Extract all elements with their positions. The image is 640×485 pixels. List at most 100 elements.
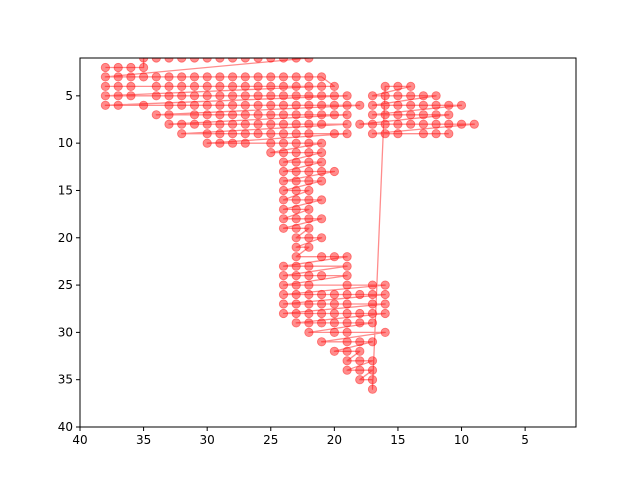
data-point [100,81,111,92]
data-point [304,157,314,167]
data-point [316,233,327,243]
data-point [291,100,301,110]
data-point [342,299,352,309]
data-point [177,129,187,139]
data-point [329,166,339,177]
data-point [151,91,161,101]
data-point [189,58,200,63]
y-tick-label: 5 [65,89,73,103]
data-point [304,204,314,214]
data-point [266,119,276,129]
data-point [367,299,378,309]
data-point [291,72,301,82]
data-point [266,110,276,120]
data-point [304,195,314,205]
data-point [253,72,263,82]
data-point [164,58,174,63]
data-point [355,356,365,366]
data-point [304,289,314,300]
data-point [342,327,352,337]
data-point [367,318,378,328]
data-point [469,119,479,129]
data-point [342,119,352,129]
data-point [228,119,238,129]
data-point [380,91,390,101]
data-point [291,110,301,120]
data-point [329,252,339,262]
y-tick-label: 40 [58,420,73,434]
data-point [355,100,365,110]
data-point [367,110,378,120]
data-point [367,365,378,375]
data-point [228,110,238,120]
data-point [304,81,314,92]
data-point [304,299,314,309]
data-point [342,346,352,356]
data-point [342,110,352,120]
data-point [202,129,212,139]
data-point [291,129,301,139]
data-point [266,148,276,158]
data-point [278,100,289,110]
data-point [228,91,238,101]
data-point [202,138,212,148]
data-point [291,148,301,158]
data-point [431,100,441,110]
data-point [189,72,200,82]
data-point [215,91,225,101]
data-point [304,58,314,63]
data-point [266,138,276,148]
data-point [329,318,339,328]
x-tick-label: 20 [327,433,342,447]
data-point [380,299,390,309]
data-point [278,308,289,319]
data-point [228,100,238,110]
y-tick-label: 10 [58,136,73,150]
data-point [329,327,339,337]
y-tick-label: 35 [58,373,73,387]
data-point [380,308,390,319]
data-point [367,280,378,290]
data-point [278,195,289,205]
data-point [304,119,314,129]
data-point [100,100,111,110]
data-point [215,58,225,63]
data-point [202,72,212,82]
data-point [278,138,289,148]
data-point [316,308,327,319]
data-point [278,166,289,177]
x-tick-label: 35 [136,433,151,447]
data-point [278,280,289,290]
data-point [291,58,301,63]
data-point [113,100,123,110]
data-point [380,327,390,337]
data-point [228,129,238,139]
data-point [202,119,212,129]
data-point [164,119,174,129]
data-point [380,129,390,139]
data-point [278,91,289,101]
data-point [304,185,314,196]
data-point [316,289,327,300]
data-point [406,119,416,129]
data-point [126,62,136,73]
data-point [380,81,390,92]
data-point [291,318,301,328]
data-point [355,365,365,375]
data-point [304,308,314,319]
data-point [367,308,378,319]
data-point [202,100,212,110]
data-point [291,289,301,300]
data-point [342,308,352,319]
data-point [291,195,301,205]
data-point [253,81,263,92]
data-point [139,58,149,63]
data-point [278,157,289,167]
data-point [316,157,327,167]
data-point [355,119,365,129]
data-point [164,81,174,92]
data-point [266,58,276,63]
data-point [316,72,327,82]
